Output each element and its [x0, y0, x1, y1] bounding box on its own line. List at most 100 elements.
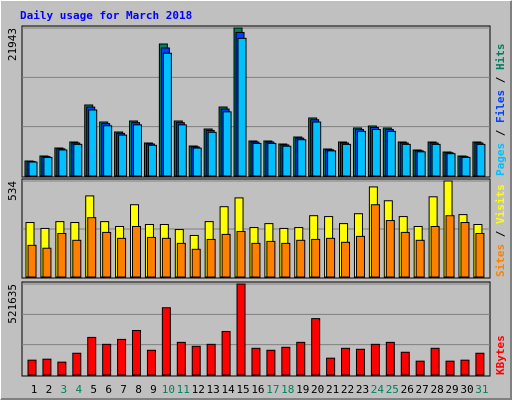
bar: [42, 247, 52, 278]
bar: [431, 143, 441, 177]
x-tick-label: 24: [371, 383, 385, 396]
bar: [430, 225, 440, 278]
bar: [476, 143, 486, 177]
legend-entry: Files: [494, 90, 507, 123]
bar: [370, 343, 380, 376]
bar: [282, 145, 292, 177]
y-tick-label: 21943: [6, 28, 19, 61]
bar: [118, 134, 128, 177]
x-tick-label: 21: [326, 383, 339, 396]
legend-entry: Sites: [494, 244, 507, 277]
bar: [117, 237, 127, 278]
x-tick-label: 2: [46, 383, 53, 396]
bar: [27, 359, 37, 376]
bar: [161, 307, 171, 376]
bar: [356, 130, 366, 177]
bar: [326, 357, 336, 376]
bar: [475, 352, 485, 376]
bar: [385, 220, 395, 278]
bar: [58, 149, 68, 177]
bar: [28, 161, 38, 177]
bar: [132, 329, 142, 376]
bar: [460, 222, 470, 278]
bar: [251, 242, 261, 278]
x-tick-label: 26: [401, 383, 414, 396]
bar: [311, 238, 321, 278]
legend-entry: Pages: [494, 143, 507, 176]
bar: [475, 232, 485, 278]
bar: [162, 52, 172, 177]
bar: [191, 248, 201, 278]
x-tick-label: 10: [162, 383, 175, 396]
bar: [400, 231, 410, 278]
y-tick-label: 534: [6, 181, 19, 201]
bar: [72, 352, 82, 376]
bar: [103, 125, 113, 177]
x-tick-label: 19: [296, 383, 309, 396]
bar: [206, 238, 216, 278]
bar: [176, 341, 186, 376]
x-tick-label: 15: [236, 383, 249, 396]
bar: [445, 360, 455, 376]
legend-separator: /: [494, 224, 507, 244]
bar: [401, 143, 411, 177]
bar: [296, 239, 306, 278]
x-tick-label: 9: [150, 383, 157, 396]
bar: [342, 143, 352, 177]
bar: [445, 215, 455, 278]
bar: [87, 217, 97, 278]
x-tick-label: 23: [356, 383, 369, 396]
bar: [312, 121, 322, 177]
y-tick-label: 521635: [6, 284, 19, 324]
bar: [192, 147, 202, 177]
bar: [206, 343, 216, 376]
bar: [72, 239, 82, 278]
bar: [415, 239, 425, 278]
bar: [146, 236, 156, 278]
bar: [370, 204, 380, 278]
x-tick-label: 13: [207, 383, 220, 396]
bar: [132, 225, 142, 278]
bar: [146, 349, 156, 376]
legend-separator: /: [494, 70, 507, 90]
legend-separator: /: [494, 123, 507, 143]
bar: [27, 244, 37, 278]
legend: KBytes: [494, 335, 507, 375]
x-tick-label: 6: [105, 383, 112, 396]
x-tick-label: 16: [251, 383, 264, 396]
bar: [43, 156, 53, 177]
bar: [281, 346, 291, 376]
bar: [267, 142, 277, 177]
bar: [42, 358, 52, 376]
x-tick-label: 20: [311, 383, 324, 396]
legend: Sites / Visits: [494, 184, 507, 277]
x-tick-label: 29: [445, 383, 458, 396]
bar: [117, 338, 127, 376]
x-tick-label: 18: [281, 383, 294, 396]
bar: [176, 242, 186, 278]
x-tick-label: 22: [341, 383, 354, 396]
bar: [416, 151, 426, 177]
bar: [296, 341, 306, 376]
bar: [191, 345, 201, 376]
x-tick-label: 27: [416, 383, 429, 396]
bar: [386, 130, 396, 177]
bar: [57, 361, 67, 376]
bar: [341, 241, 351, 278]
bar: [102, 231, 112, 278]
bar: [460, 359, 470, 376]
x-tick-label: 31: [475, 383, 488, 396]
legend-entry: Hits: [494, 44, 507, 71]
x-tick-label: 3: [61, 383, 68, 396]
bar: [430, 347, 440, 376]
bar: [355, 348, 365, 376]
bar: [237, 37, 247, 177]
bar: [371, 129, 381, 177]
bar: [161, 237, 171, 278]
bar: [341, 347, 351, 376]
legend: Pages / Files / Hits: [494, 44, 507, 177]
bar: [102, 343, 112, 376]
bar: [385, 341, 395, 376]
